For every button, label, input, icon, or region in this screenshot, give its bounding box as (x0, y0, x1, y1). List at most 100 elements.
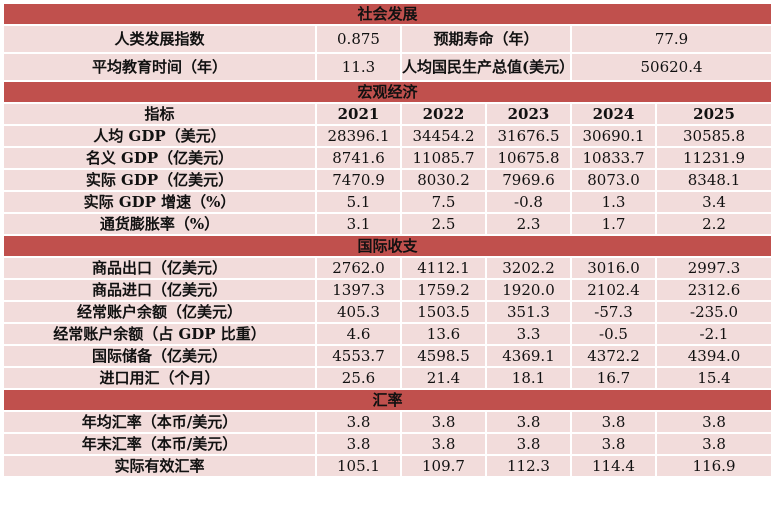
table-cell: 2.2 (654, 212, 773, 236)
gni-label: 人均国民生产总值(美元） (400, 52, 572, 82)
table-row: 经常账户余额（占 GDP 比重） 4.6 13.6 3.3 -0.5 -2.1 (2, 322, 773, 346)
table-cell: 7.5 (400, 190, 487, 214)
table-cell: 2.3 (485, 212, 572, 236)
column-header: 2024 (570, 102, 657, 126)
table-row: 进口用汇（个月） 25.6 21.4 18.1 16.7 15.4 (2, 366, 773, 390)
table-cell: 105.1 (315, 454, 402, 478)
table-cell: 13.6 (400, 322, 487, 346)
table-cell: 8741.6 (315, 146, 402, 170)
row-label: 商品进口（亿美元） (2, 278, 317, 302)
table-cell: 3.8 (315, 432, 402, 456)
table-cell: 10675.8 (485, 146, 572, 170)
table-cell: 1.7 (570, 212, 657, 236)
table-cell: -57.3 (570, 300, 657, 324)
table-cell: 8348.1 (654, 168, 773, 192)
row-label: 进口用汇（个月） (2, 366, 317, 390)
table-cell: 2997.3 (654, 256, 773, 280)
table-cell: -0.5 (570, 322, 657, 346)
table-cell: 3.8 (485, 410, 572, 434)
row-label: 实际 GDP（亿美元） (2, 168, 317, 192)
column-header: 指标 (2, 102, 317, 126)
table-cell: 4112.1 (400, 256, 487, 280)
section-social-header: 社会发展 (1, 2, 773, 26)
table-cell: 3.8 (315, 410, 402, 434)
table-cell: 3016.0 (570, 256, 657, 280)
table-cell: 34454.2 (400, 124, 487, 148)
table-cell: 4553.7 (315, 344, 402, 368)
table-cell: 8073.0 (570, 168, 657, 192)
social-row-1: 人类发展指数 0.875 预期寿命（年） 77.9 (2, 24, 773, 54)
bop-section: 国际收支 商品出口（亿美元） 2762.0 4112.1 3202.2 3016.0 29… (1, 234, 773, 390)
table-cell: 1.3 (570, 190, 657, 214)
row-label: 年末汇率（本币/美元） (2, 432, 317, 456)
table-row: 商品进口（亿美元） 1397.3 1759.2 1920.0 2102.4 2312.6 (2, 278, 773, 302)
section-title: 国际收支 (1, 234, 773, 258)
table-cell: 25.6 (315, 366, 402, 390)
table-cell: 351.3 (485, 300, 572, 324)
table-cell: 1503.5 (400, 300, 487, 324)
table-cell: 3202.2 (485, 256, 572, 280)
table-cell: 15.4 (654, 366, 773, 390)
section-title: 汇率 (1, 388, 773, 412)
row-label: 实际有效汇率 (2, 454, 317, 478)
table-cell: 3.8 (570, 410, 657, 434)
table-cell: 3.8 (570, 432, 657, 456)
table-cell: 3.8 (654, 432, 773, 456)
section-fx-header: 汇率 (1, 388, 773, 412)
table-cell: 2102.4 (570, 278, 657, 302)
row-label: 商品出口（亿美元） (2, 256, 317, 280)
table-row: 人均 GDP（美元） 28396.1 34454.2 31676.5 30690.1 30… (2, 124, 773, 148)
table-cell: -0.8 (485, 190, 572, 214)
table-cell: 1397.3 (315, 278, 402, 302)
table-cell: 4.6 (315, 322, 402, 346)
life-label: 预期寿命（年） (400, 24, 572, 54)
column-header-row: 指标 2021 2022 2023 2024 2025 (2, 102, 773, 126)
hdi-label: 人类发展指数 (2, 24, 317, 54)
table-row: 国际储备（亿美元） 4553.7 4598.5 4369.1 4372.2 4394.0 (2, 344, 773, 368)
table-cell: 11231.9 (654, 146, 773, 170)
table-cell: 3.4 (654, 190, 773, 214)
table-cell: 3.8 (654, 410, 773, 434)
edu-value: 11.3 (315, 52, 402, 82)
table-cell: 5.1 (315, 190, 402, 214)
table-row: 名义 GDP（亿美元） 8741.6 11085.7 10675.8 10833.7 11… (2, 146, 773, 170)
table-cell: 2.5 (400, 212, 487, 236)
table-cell: 16.7 (570, 366, 657, 390)
table-cell: 112.3 (485, 454, 572, 478)
table-cell: 116.9 (654, 454, 773, 478)
row-label: 经常账户余额（亿美元） (2, 300, 317, 324)
table-cell: 3.8 (485, 432, 572, 456)
social-row-2: 平均教育时间（年） 11.3 人均国民生产总值(美元） 50620.4 (2, 52, 773, 82)
table-row: 实际 GDP 增速（%） 5.1 7.5 -0.8 1.3 3.4 (2, 190, 773, 214)
table-cell: 30690.1 (570, 124, 657, 148)
edu-label: 平均教育时间（年） (2, 52, 317, 82)
life-value: 77.9 (569, 24, 773, 54)
table-row: 商品出口（亿美元） 2762.0 4112.1 3202.2 3016.0 2997.3 (2, 256, 773, 280)
table-cell: 3.3 (485, 322, 572, 346)
row-label: 人均 GDP（美元） (2, 124, 317, 148)
table-cell: 3.1 (315, 212, 402, 236)
table-row: 实际 GDP（亿美元） 7470.9 8030.2 7969.6 8073.0 8348.… (2, 168, 773, 192)
table-cell: 11085.7 (400, 146, 487, 170)
column-header: 2022 (400, 102, 487, 126)
table-row: 经常账户余额（亿美元） 405.3 1503.5 351.3 -57.3 -235.0 (2, 300, 773, 324)
row-label: 通货膨胀率（%） (2, 212, 317, 236)
country-data-table: 社会发展 人类发展指数 0.875 预期寿命（年） 77.9 平均教育时间（年）… (1, 2, 773, 478)
table-cell: -235.0 (654, 300, 773, 324)
row-label: 实际 GDP 增速（%） (2, 190, 317, 214)
section-bop-header: 国际收支 (1, 234, 773, 258)
macro-section: 宏观经济 指标 2021 2022 2023 2024 2025 人均 GDP（… (1, 80, 773, 236)
row-label: 名义 GDP（亿美元） (2, 146, 317, 170)
table-cell: 114.4 (570, 454, 657, 478)
table-cell: 7969.6 (485, 168, 572, 192)
table-cell: 7470.9 (315, 168, 402, 192)
table-cell: 10833.7 (570, 146, 657, 170)
table-cell: 1759.2 (400, 278, 487, 302)
table-cell: 405.3 (315, 300, 402, 324)
table-cell: 4598.5 (400, 344, 487, 368)
row-label: 年均汇率（本币/美元） (2, 410, 317, 434)
table-cell: 4372.2 (570, 344, 657, 368)
table-cell: 8030.2 (400, 168, 487, 192)
table-row: 年均汇率（本币/美元） 3.8 3.8 3.8 3.8 3.8 (2, 410, 773, 434)
hdi-value: 0.875 (315, 24, 402, 54)
